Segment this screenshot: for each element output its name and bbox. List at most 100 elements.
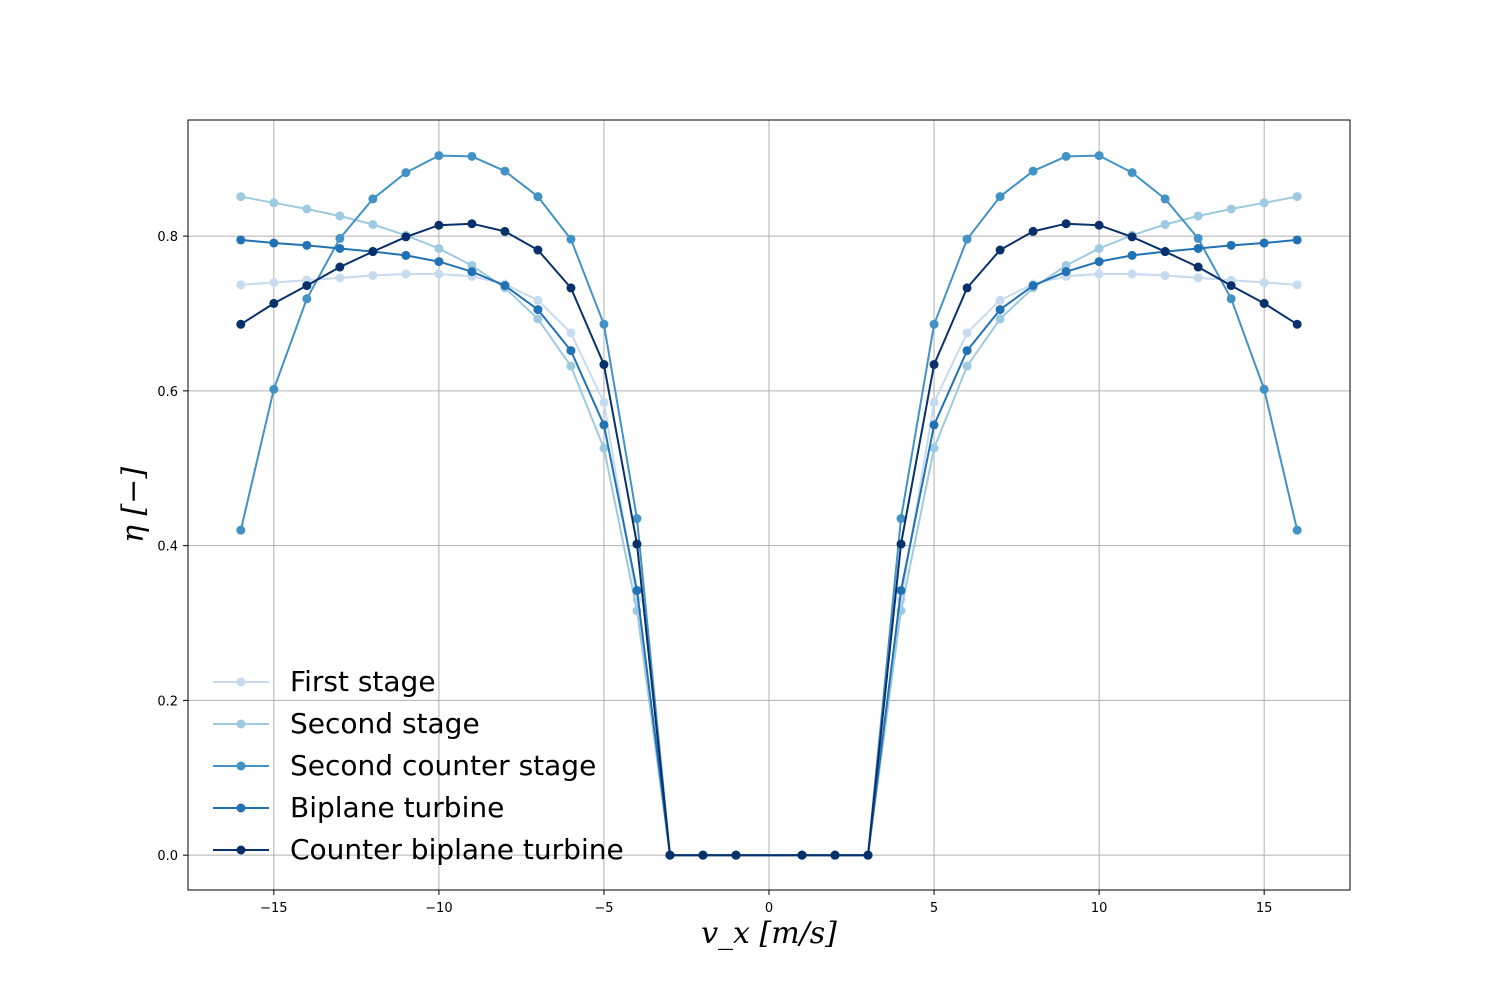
data-point (269, 278, 279, 288)
data-point (236, 525, 246, 535)
legend: First stage Second stage Second counter st… (213, 665, 624, 866)
data-point (632, 514, 642, 524)
data-point (929, 397, 939, 407)
y-axis-label: η [−] (116, 467, 151, 543)
data-point (797, 850, 807, 860)
data-point (302, 204, 312, 214)
data-point (929, 360, 939, 370)
data-point (665, 850, 675, 860)
legend-item: First stage (213, 665, 436, 698)
data-point (401, 269, 411, 279)
data-point (302, 281, 312, 291)
data-point (1061, 151, 1071, 161)
legend-swatch-marker (236, 761, 246, 771)
data-point (1160, 219, 1170, 229)
data-point (599, 360, 609, 370)
data-point (533, 245, 543, 255)
data-point (368, 194, 378, 204)
data-point (1259, 384, 1269, 394)
data-point (1226, 204, 1236, 214)
data-point (434, 257, 444, 267)
x-tick-label: 15 (1256, 901, 1273, 916)
data-point (1259, 198, 1269, 208)
data-point (533, 314, 543, 324)
legend-swatch-marker (236, 677, 246, 687)
data-point (599, 319, 609, 329)
data-point (1094, 151, 1104, 161)
data-point (566, 361, 576, 371)
data-point (236, 280, 246, 290)
data-point (962, 328, 972, 338)
data-point (335, 262, 345, 272)
data-point (896, 539, 906, 549)
data-point (1160, 247, 1170, 257)
series-counter-biplane-turbine (236, 219, 1302, 860)
data-point (1193, 273, 1203, 283)
data-point (467, 267, 477, 277)
data-point (236, 235, 246, 245)
data-point (335, 243, 345, 253)
data-point (269, 298, 279, 308)
data-point (1127, 232, 1137, 242)
data-point (368, 219, 378, 229)
data-point (929, 420, 939, 430)
data-point (1193, 233, 1203, 243)
data-point (698, 850, 708, 860)
data-point (1127, 168, 1137, 178)
data-point (566, 234, 576, 244)
data-point (566, 328, 576, 338)
legend-swatch-marker (236, 719, 246, 729)
data-point (467, 219, 477, 229)
data-point (731, 850, 741, 860)
x-tick-label: 10 (1091, 901, 1108, 916)
data-point (929, 443, 939, 453)
data-point (962, 234, 972, 244)
data-point (962, 283, 972, 293)
data-point (896, 586, 906, 596)
data-point (269, 384, 279, 394)
data-point (1160, 271, 1170, 281)
data-point (500, 226, 510, 236)
data-point (1292, 192, 1302, 202)
data-point (1061, 219, 1071, 229)
data-point (1193, 262, 1203, 272)
series-line (240, 222, 1298, 857)
legend-label: First stage (290, 665, 436, 698)
plot-series (236, 151, 1302, 860)
data-point (995, 305, 1005, 315)
legend-label: Counter biplane turbine (290, 833, 624, 866)
data-point (995, 192, 1005, 202)
data-point (1094, 269, 1104, 279)
data-point (1061, 260, 1071, 270)
data-point (467, 260, 477, 270)
y-tick-label: 0.6 (157, 385, 178, 400)
y-tick-label: 0.2 (157, 694, 178, 709)
data-point (302, 294, 312, 304)
legend-item: Counter biplane turbine (213, 833, 624, 866)
data-point (863, 850, 873, 860)
data-point (995, 245, 1005, 255)
data-point (1259, 298, 1269, 308)
data-point (335, 211, 345, 221)
data-point (401, 232, 411, 242)
data-point (467, 151, 477, 161)
data-point (500, 281, 510, 291)
data-point (1061, 267, 1071, 277)
data-point (1226, 240, 1236, 250)
data-point (368, 271, 378, 281)
data-point (1292, 319, 1302, 329)
data-point (1193, 243, 1203, 253)
data-point (533, 295, 543, 305)
data-point (1127, 250, 1137, 260)
data-point (1094, 257, 1104, 267)
data-point (1193, 211, 1203, 221)
data-point (830, 850, 840, 860)
data-point (896, 514, 906, 524)
legend-item: Second counter stage (213, 749, 596, 782)
data-point (500, 166, 510, 176)
data-point (533, 192, 543, 202)
y-tick-label: 0.8 (157, 230, 178, 245)
legend-label: Biplane turbine (290, 791, 504, 824)
data-point (962, 346, 972, 356)
data-point (302, 240, 312, 250)
